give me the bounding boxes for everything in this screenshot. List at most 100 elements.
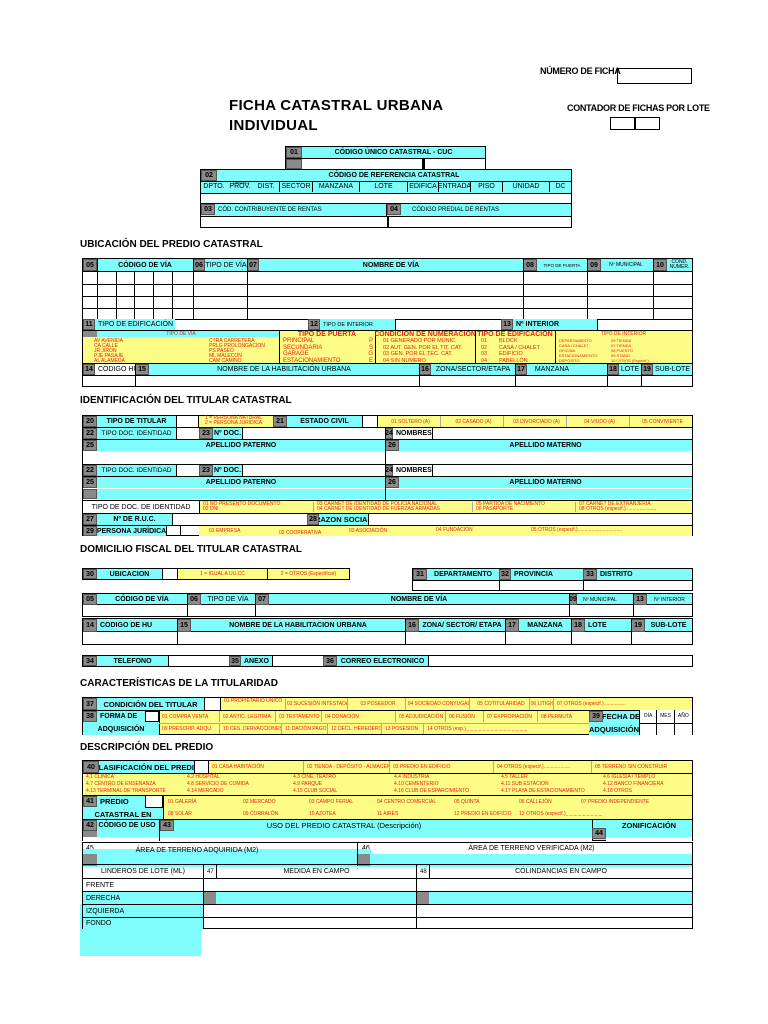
telefono-input[interactable] <box>169 656 229 666</box>
habilitacion-inputs[interactable] <box>83 377 692 386</box>
legend-tipo-interior: DEPARTAMENTO 05 TIENDA CASA / CHALET 07 TI… <box>559 338 658 363</box>
mes-input[interactable] <box>657 722 675 735</box>
marker-b <box>83 489 97 499</box>
field-number-10: 10 <box>653 259 667 271</box>
contador-input-1[interactable] <box>610 117 635 130</box>
codigo-uso-label: CÓDIGO DE USO <box>98 822 156 829</box>
legend-marker <box>83 331 97 337</box>
distrito-label: DISTRITO <box>597 569 692 580</box>
field-number-15-b: 15 <box>177 619 191 632</box>
tipo-edificacion-input[interactable] <box>175 319 305 330</box>
field-number-39: 39 <box>589 711 603 722</box>
tipo-titular-label: TIPO DE TITULAR <box>97 416 177 427</box>
condicion-titular-input[interactable] <box>205 698 221 710</box>
lindero-frente: FRENTE <box>86 881 114 889</box>
field-number-07: 07 <box>247 259 259 271</box>
mes-label: MES <box>657 710 675 723</box>
predial-input[interactable] <box>387 217 571 227</box>
tipo-doc-identidad-input-b[interactable] <box>177 465 199 476</box>
anio-input[interactable] <box>674 722 692 736</box>
ubicacion-fiscal-opt2: 2 = OTROS (Especificar) <box>268 569 349 579</box>
apellido-paterno-input[interactable] <box>83 452 385 463</box>
codigo-via-label-b: CÓDIGO DE VÍA <box>115 596 169 603</box>
legend-tipo-via: AV AVENIDA CA CALLE JR JIRON PJE PASAJE … <box>94 338 265 363</box>
field-number-24: 24 <box>385 428 393 439</box>
legend-tipo-interior-title: TIPO DE INTERIOR <box>600 331 647 337</box>
ref-catastral-input[interactable] <box>201 193 571 203</box>
ubicacion-input-rows[interactable] <box>83 272 692 319</box>
domicilio-hu-table: 14 CODIGO DE HU 15 NOMBRE DE LA HABILITA… <box>82 618 693 645</box>
apellido-materno-input[interactable] <box>386 452 692 463</box>
contador-input-2[interactable] <box>635 117 660 130</box>
section-title-titular: IDENTIFICACIÓN DEL TITULAR CATASTRAL <box>80 395 292 406</box>
ubicacion-fiscal-input[interactable] <box>163 569 178 579</box>
area-verificada-marker <box>358 854 370 866</box>
col-entrada: ENTRADA <box>438 181 470 192</box>
dia-label: DÍA <box>640 710 658 723</box>
predio-catastral-en-block: 41 PREDIO CATASTRAL EN 01 GALERÍA 02 MERC… <box>82 795 693 820</box>
zona-sector-label-b: ZONA/ SECTOR/ ETAPA <box>422 622 502 629</box>
field-number-14: 14 <box>83 364 95 375</box>
col-lote: LOTE <box>359 181 407 192</box>
domicilio-hu-inputs[interactable] <box>83 633 692 644</box>
legend-tipo-puerta: PRINCIPAL P SECUNDARIA S GARAGE G ESTACIONA… <box>283 338 373 364</box>
uso-predio-input[interactable] <box>160 837 592 841</box>
nombres-label: NOMBRES <box>393 428 433 439</box>
tipo-titular-input[interactable] <box>177 416 199 427</box>
tipo-titular-options: 1 = PERSONA NATURAL 2 = PERSONA JURÍDICA <box>199 416 273 427</box>
estado-civil-label: ESTADO CIVIL <box>287 416 363 427</box>
estado-civil-input[interactable] <box>363 416 377 427</box>
medida-campo-inputs[interactable] <box>204 879 416 928</box>
colindancias-campo-inputs[interactable] <box>417 879 692 928</box>
field-number-37: 37 <box>83 698 97 710</box>
correo-input[interactable] <box>429 656 692 666</box>
field-number-36: 36 <box>323 656 337 666</box>
forma-adquisicion-input[interactable] <box>145 711 159 722</box>
derecha-marker-1 <box>204 892 216 904</box>
forma-adquisicion-options-row2: 09 PRESCRIP. ADQU. 10 CES. DERVACCIONES … <box>159 723 589 734</box>
field-number-18: 18 <box>607 364 619 375</box>
apellido-paterno-input-b[interactable] <box>83 489 385 499</box>
numero-ficha-input[interactable] <box>617 68 692 84</box>
field-number-35: 35 <box>229 656 241 666</box>
departamento-inputs[interactable] <box>413 581 692 590</box>
ruc-input[interactable] <box>173 514 323 525</box>
field-number-19-b: 19 <box>631 619 645 632</box>
field-number-44: 44 <box>592 828 606 839</box>
zonificacion-input[interactable] <box>606 837 692 841</box>
field-number-04: 04 <box>387 204 401 215</box>
sub-lote-label: SUB-LOTE <box>654 366 690 373</box>
tipo-interior-input[interactable] <box>395 319 500 330</box>
field-number-40: 40 <box>83 761 99 773</box>
field-number-38: 38 <box>83 711 97 722</box>
domicilio-via-inputs[interactable] <box>83 606 692 616</box>
numero-doc-input[interactable] <box>243 428 385 439</box>
predio-catastral-input[interactable] <box>145 796 163 808</box>
field-number-46: 46 <box>359 843 371 854</box>
ref-catastral-columns: DPTO. PROV. DIST. SECTOR MANZANA LOTE ED… <box>201 181 571 192</box>
razon-social-input[interactable] <box>369 514 692 525</box>
numero-doc-input-b[interactable] <box>243 465 385 476</box>
field-number-05-b: 05 <box>83 594 97 605</box>
anexo-input[interactable] <box>273 656 317 666</box>
contribuyente-input[interactable] <box>201 217 386 227</box>
tipo-doc-identidad-input[interactable] <box>177 428 199 439</box>
nombre-hu-label: NOMBRE DE LA HABILITACIÓN URBANA <box>217 366 351 373</box>
apellido-materno-input-b[interactable] <box>386 489 692 499</box>
field-number-06: 06 <box>193 259 205 271</box>
numero-interior-input[interactable] <box>597 319 692 330</box>
nombres-input-b[interactable] <box>433 465 692 476</box>
persona-juridica-input[interactable] <box>167 526 181 536</box>
lindero-derecha: DERECHA <box>86 894 121 902</box>
codigo-uso-input[interactable] <box>83 837 159 841</box>
predio-catastral-label1: PREDIO <box>97 796 145 807</box>
dia-input[interactable] <box>640 722 658 735</box>
ubicacion-table: 05 CÓDIGO DE VÍA 06 TIPO DE VÍA 07 NOMBR… <box>82 258 693 320</box>
legend-tipo-via-title: TIPO DE VÍA <box>166 331 196 337</box>
col-manzana: MANZANA <box>312 181 359 192</box>
clasificacion-predio-input[interactable] <box>195 761 209 773</box>
cuc-divider <box>422 158 425 170</box>
field-number-34: 34 <box>83 656 97 666</box>
correo-label: CORREO ELECTRONICO <box>337 656 429 666</box>
nombres-input[interactable] <box>433 428 692 439</box>
